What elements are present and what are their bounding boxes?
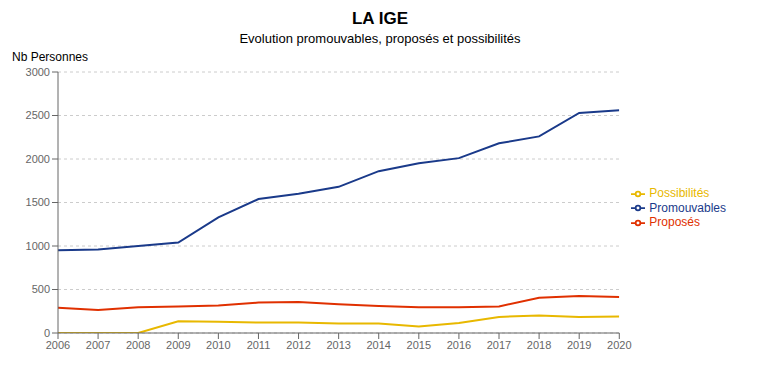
svg-text:2015: 2015 [407,339,431,351]
svg-text:2014: 2014 [366,339,390,351]
svg-text:2500: 2500 [26,109,50,121]
svg-text:2010: 2010 [206,339,230,351]
html-text:LA IGE: LA IGE [352,9,408,28]
svg-text:1500: 1500 [26,196,50,208]
svg-text:2012: 2012 [286,339,310,351]
svg-text:2006: 2006 [46,339,70,351]
svg-text:2016: 2016 [447,339,471,351]
html-text:Nb Personnes: Nb Personnes [12,50,88,64]
html-text:Possibilités: Possibilités [649,185,710,200]
svg-text:2013: 2013 [326,339,350,351]
svg-text:2000: 2000 [26,153,50,165]
svg-text:2009: 2009 [166,339,190,351]
svg-text:2019: 2019 [567,339,591,351]
svg-text:0: 0 [44,327,50,339]
html-text:Evolution promouvables, propos: Evolution promouvables, proposés et poss… [239,31,521,46]
html-text:Promouvables: Promouvables [649,200,726,215]
svg-text:2011: 2011 [247,339,271,351]
svg-text:2008: 2008 [126,339,150,351]
svg-text:500: 500 [32,283,50,295]
svg-text:1000: 1000 [26,240,50,252]
svg-text:2020: 2020 [607,339,631,351]
html-text:Proposés: Proposés [649,215,700,230]
svg-text:2017: 2017 [487,339,511,351]
svg-text:2018: 2018 [527,339,551,351]
svg-text:3000: 3000 [26,66,50,78]
svg-text:2007: 2007 [86,339,110,351]
